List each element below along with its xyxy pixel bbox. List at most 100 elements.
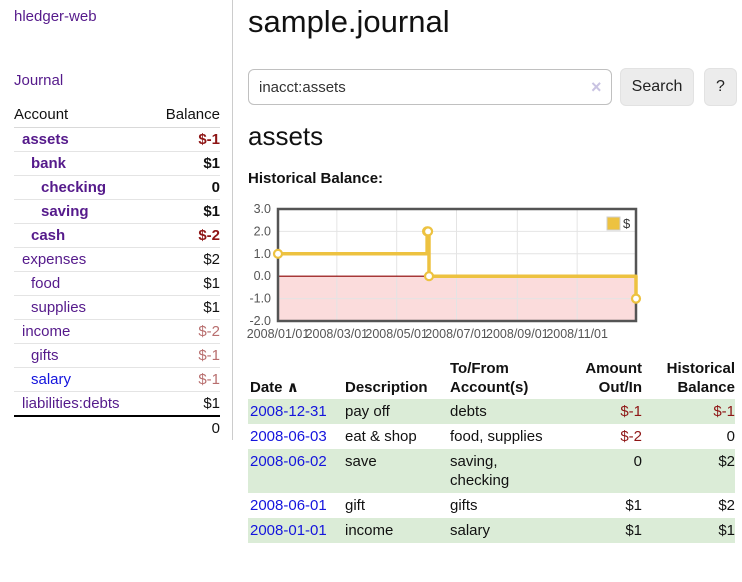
account-link-expenses[interactable]: expenses bbox=[22, 251, 87, 268]
account-row: expenses $2 bbox=[14, 247, 220, 272]
transaction-amount: $-1 bbox=[620, 403, 642, 420]
transaction-accounts: food, supplies bbox=[450, 428, 543, 445]
account-balance: $1 bbox=[150, 271, 220, 296]
account-balance: $-2 bbox=[150, 223, 220, 248]
transaction-description: gift bbox=[345, 497, 366, 514]
transaction-accounts: salary bbox=[450, 522, 491, 539]
column-header-balance: Historical Balance bbox=[666, 360, 735, 396]
svg-text:3.0: 3.0 bbox=[254, 202, 271, 216]
transaction-balance: $2 bbox=[718, 497, 735, 514]
page-title: sample.journal bbox=[248, 4, 450, 39]
account-balance: $1 bbox=[150, 151, 220, 176]
svg-text:2008/09/01: 2008/09/01 bbox=[486, 327, 549, 341]
sidebar-item-journal[interactable]: Journal bbox=[14, 72, 64, 89]
transaction-date-link[interactable]: 2008-12-31 bbox=[250, 403, 327, 420]
account-link-gifts[interactable]: gifts bbox=[31, 347, 59, 364]
account-balance: $-1 bbox=[150, 367, 220, 392]
svg-text:2.0: 2.0 bbox=[254, 224, 271, 238]
transaction-row: 2008-12-31 pay off debts $-1 $-1 bbox=[248, 399, 735, 424]
svg-text:2008/03/01: 2008/03/01 bbox=[306, 327, 369, 341]
svg-text:-2.0: -2.0 bbox=[249, 314, 271, 328]
account-row: liabilities:debts $1 bbox=[14, 391, 220, 417]
app-brand-link[interactable]: hledger-web bbox=[14, 8, 97, 25]
accounts-total-row: 0 bbox=[14, 415, 220, 440]
help-button[interactable]: ? bbox=[704, 68, 737, 106]
column-header-accounts: To/From Account(s) bbox=[450, 360, 529, 396]
account-balance: 0 bbox=[150, 175, 220, 200]
account-balance: $-1 bbox=[150, 127, 220, 152]
account-link-checking[interactable]: checking bbox=[41, 179, 107, 196]
transaction-row: 2008-06-02 save saving, checking 0 $2 bbox=[248, 449, 735, 493]
transaction-row: 2008-01-01 income salary $1 $1 bbox=[248, 518, 735, 543]
clear-search-icon[interactable]: × bbox=[591, 77, 602, 97]
accounts-total-balance: 0 bbox=[150, 415, 220, 440]
svg-text:0.0: 0.0 bbox=[254, 269, 271, 283]
account-balance: $2 bbox=[150, 247, 220, 272]
account-row: bank $1 bbox=[14, 151, 220, 176]
transactions-header-row: Date ∧ Description To/From Account(s) Amo… bbox=[248, 357, 735, 399]
account-balance: $-2 bbox=[150, 319, 220, 344]
account-link-food[interactable]: food bbox=[31, 275, 61, 292]
accounts-table: Account Balance assets $-1 bank $1 checking 0… bbox=[14, 102, 220, 440]
account-link-supplies[interactable]: supplies bbox=[31, 299, 87, 316]
sidebar: hledger-web Journal Account Balance asse… bbox=[0, 0, 233, 440]
transaction-balance: 0 bbox=[726, 428, 735, 445]
transaction-row: 2008-06-03 eat & shop food, supplies $-2 0 bbox=[248, 424, 735, 449]
transaction-row: 2008-06-01 gift gifts $1 $2 bbox=[248, 493, 735, 518]
svg-text:2008/01/01: 2008/01/01 bbox=[247, 327, 310, 341]
account-row: salary $-1 bbox=[14, 367, 220, 392]
transaction-amount: $1 bbox=[625, 497, 642, 514]
search-bar: × Search ? bbox=[248, 68, 742, 106]
svg-text:2008/05/01: 2008/05/01 bbox=[365, 327, 428, 341]
account-link-income[interactable]: income bbox=[22, 323, 71, 340]
account-balance: $1 bbox=[150, 295, 220, 320]
transaction-amount: $-2 bbox=[620, 428, 642, 445]
transaction-date-link[interactable]: 2008-06-02 bbox=[250, 453, 327, 470]
transaction-date-link[interactable]: 2008-06-01 bbox=[250, 497, 327, 514]
transaction-amount: $1 bbox=[625, 522, 642, 539]
account-row: assets $-1 bbox=[14, 127, 220, 152]
account-row: supplies $1 bbox=[14, 295, 220, 320]
transaction-accounts: gifts bbox=[450, 497, 478, 514]
accounts-header-balance: Balance bbox=[150, 102, 220, 128]
transaction-date-link[interactable]: 2008-01-01 bbox=[250, 522, 327, 539]
chart-heading: Historical Balance: bbox=[248, 170, 384, 187]
account-balance: $1 bbox=[150, 199, 220, 224]
account-row: saving $1 bbox=[14, 199, 220, 224]
total-label bbox=[14, 415, 151, 440]
account-row: food $1 bbox=[14, 271, 220, 296]
accounts-header-row: Account Balance bbox=[14, 102, 220, 128]
account-balance: $-1 bbox=[150, 343, 220, 368]
transactions-table: Date ∧ Description To/From Account(s) Amo… bbox=[248, 357, 735, 543]
transaction-description: pay off bbox=[345, 403, 390, 420]
historical-balance-chart: 3.0 2.0 1.0 0.0 -1.0 -2.0 2008/01/01 2008/03/01… bbox=[247, 202, 648, 345]
svg-text:2008/11/01: 2008/11/01 bbox=[546, 327, 608, 341]
account-link-liabilities-debts[interactable]: liabilities:debts bbox=[22, 395, 120, 412]
column-header-amount: Amount Out/In bbox=[585, 360, 642, 396]
svg-text:-1.0: -1.0 bbox=[249, 292, 271, 306]
column-header-date[interactable]: Date ∧ bbox=[250, 379, 299, 396]
account-row: cash $-2 bbox=[14, 223, 220, 248]
account-link-salary[interactable]: salary bbox=[31, 371, 72, 388]
transaction-description: income bbox=[345, 522, 394, 539]
main-content: sample.journal × Search ? assets Histori… bbox=[247, 0, 742, 582]
accounts-header-account: Account bbox=[14, 102, 151, 128]
account-row: checking 0 bbox=[14, 175, 220, 200]
search-input[interactable] bbox=[248, 69, 612, 105]
transaction-balance: $2 bbox=[718, 453, 735, 470]
account-row: gifts $-1 bbox=[14, 343, 220, 368]
chart-canvas: 3.0 2.0 1.0 0.0 -1.0 -2.02008/01/012008/03/01… bbox=[247, 202, 642, 341]
account-link-bank[interactable]: bank bbox=[31, 155, 67, 172]
transaction-accounts: debts bbox=[450, 403, 487, 420]
account-link-saving[interactable]: saving bbox=[41, 203, 89, 220]
transaction-description: save bbox=[345, 453, 377, 470]
svg-text:2008/07/01: 2008/07/01 bbox=[425, 327, 488, 341]
svg-text:$: $ bbox=[623, 216, 631, 231]
transaction-balance: $1 bbox=[718, 522, 735, 539]
account-link-assets[interactable]: assets bbox=[22, 131, 69, 148]
transaction-date-link[interactable]: 2008-06-03 bbox=[250, 428, 327, 445]
account-link-cash[interactable]: cash bbox=[31, 227, 66, 244]
search-button[interactable]: Search bbox=[620, 68, 694, 106]
column-header-description: Description bbox=[345, 379, 428, 396]
transaction-accounts: saving, checking bbox=[450, 453, 510, 489]
